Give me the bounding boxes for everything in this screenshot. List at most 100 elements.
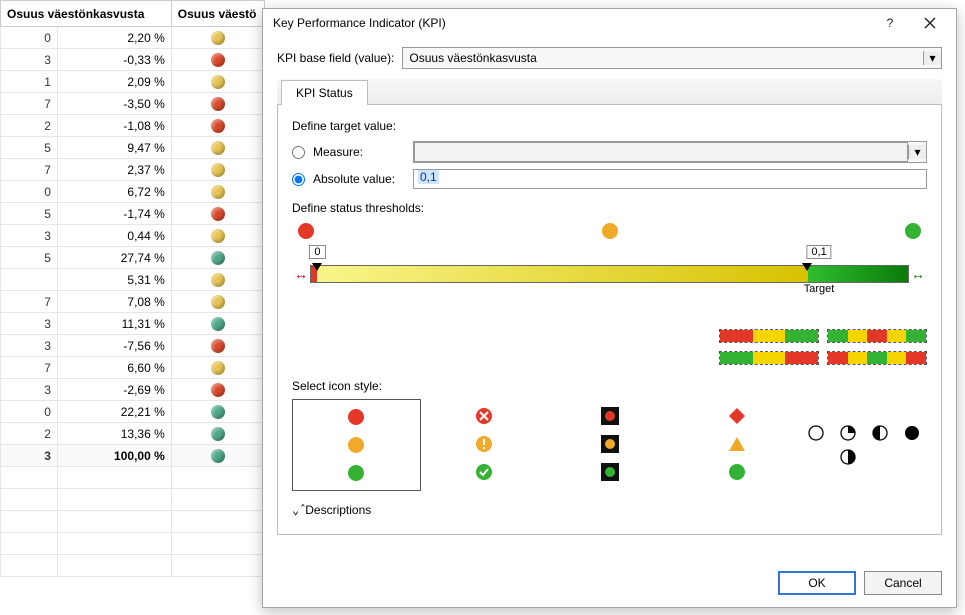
cell-pct[interactable]: 6,72 % <box>57 181 171 203</box>
table-row[interactable]: 2-1,08 % <box>1 115 265 137</box>
cell-a[interactable]: 7 <box>1 159 58 181</box>
cell-a[interactable]: 2 <box>1 115 58 137</box>
cancel-button[interactable]: Cancel <box>864 571 942 595</box>
table-row[interactable]: 213,36 % <box>1 423 265 445</box>
cell-pct[interactable]: 2,09 % <box>57 71 171 93</box>
cell-pct[interactable]: 22,21 % <box>57 401 171 423</box>
table-row[interactable]: 3-2,69 % <box>1 379 265 401</box>
cell-pct[interactable]: 7,08 % <box>57 291 171 313</box>
cell-pct[interactable]: 5,31 % <box>57 269 171 291</box>
cell-pct[interactable]: -3,50 % <box>57 93 171 115</box>
table-row[interactable]: 3-0,33 % <box>1 49 265 71</box>
cell-pct[interactable]: 6,60 % <box>57 357 171 379</box>
icon-style-shapes[interactable] <box>674 399 801 491</box>
cell-pct[interactable]: 100,00 % <box>57 445 171 467</box>
cell-pct[interactable]: 0,44 % <box>57 225 171 247</box>
table-row[interactable]: 30,44 % <box>1 225 265 247</box>
cell-pct[interactable]: 2,37 % <box>57 159 171 181</box>
close-button[interactable] <box>910 11 950 35</box>
cell-a[interactable]: 5 <box>1 247 58 269</box>
cell-a[interactable]: 3 <box>1 313 58 335</box>
cell-pct[interactable]: -1,74 % <box>57 203 171 225</box>
table-row[interactable] <box>1 511 265 533</box>
cell-pct[interactable]: -0,33 % <box>57 49 171 71</box>
table-row[interactable]: 77,08 % <box>1 291 265 313</box>
status-dot-icon <box>211 383 225 397</box>
cell-pct[interactable]: 2,20 % <box>57 27 171 49</box>
table-row[interactable]: 76,60 % <box>1 357 265 379</box>
cell-a[interactable]: 0 <box>1 181 58 203</box>
tab-kpi-status[interactable]: KPI Status <box>281 80 368 105</box>
slider-left-arrow-icon[interactable]: ↔ <box>292 266 310 282</box>
radio-absolute[interactable] <box>292 173 305 186</box>
table-row[interactable]: 12,09 % <box>1 71 265 93</box>
legend-red-icon <box>298 223 314 239</box>
cell-a[interactable] <box>1 269 58 291</box>
cell-pct[interactable]: -7,56 % <box>57 335 171 357</box>
threshold-bar[interactable] <box>310 265 909 283</box>
preset-strip[interactable] <box>827 351 927 365</box>
table-row[interactable]: 06,72 % <box>1 181 265 203</box>
absolute-input[interactable]: 0,1 <box>413 169 927 189</box>
threshold-marker-high[interactable] <box>802 263 812 271</box>
ok-button[interactable]: OK <box>778 571 856 595</box>
preset-strip[interactable] <box>719 329 819 343</box>
help-button[interactable]: ? <box>870 11 910 35</box>
table-row[interactable]: 527,74 % <box>1 247 265 269</box>
threshold-seg-yellow <box>317 266 808 282</box>
icon-style-pies[interactable] <box>800 399 927 491</box>
table-row[interactable]: 72,37 % <box>1 159 265 181</box>
cell-a[interactable]: 3 <box>1 379 58 401</box>
table-row[interactable]: 3100,00 % <box>1 445 265 467</box>
table-row[interactable]: 7-3,50 % <box>1 93 265 115</box>
cell-a[interactable]: 1 <box>1 71 58 93</box>
icon-style-traffic[interactable] <box>547 399 674 491</box>
base-field-combo[interactable]: Osuus väestönkasvusta ▾ <box>402 47 942 69</box>
status-dot-icon <box>211 339 225 353</box>
cell-a[interactable]: 7 <box>1 291 58 313</box>
cell-a[interactable]: 5 <box>1 137 58 159</box>
cell-a[interactable]: 0 <box>1 27 58 49</box>
cell-a[interactable]: 5 <box>1 203 58 225</box>
cell-a[interactable]: 7 <box>1 357 58 379</box>
preset-strip[interactable] <box>827 329 927 343</box>
icon-style-symbols[interactable] <box>421 399 548 491</box>
cell-a[interactable]: 7 <box>1 93 58 115</box>
table-row[interactable]: 02,20 % <box>1 27 265 49</box>
cell-a[interactable]: 3 <box>1 335 58 357</box>
cell-pct[interactable]: 11,31 % <box>57 313 171 335</box>
radio-measure[interactable] <box>292 146 305 159</box>
col-header-osuus[interactable]: Osuus väestönkasvusta <box>1 1 172 27</box>
cell-pct[interactable]: 27,74 % <box>57 247 171 269</box>
cell-pct[interactable]: 13,36 % <box>57 423 171 445</box>
cell-a[interactable]: 3 <box>1 225 58 247</box>
icon-style-grid <box>292 399 927 491</box>
descriptions-toggle[interactable]: ⌄̂ Descriptions <box>292 503 927 517</box>
table-row[interactable]: 59,47 % <box>1 137 265 159</box>
cell-a[interactable]: 3 <box>1 445 58 467</box>
preset-strip[interactable] <box>719 351 819 365</box>
status-dot-icon <box>211 141 225 155</box>
col-header-trunc[interactable]: Osuus väestö <box>171 1 264 27</box>
table-row[interactable]: 311,31 % <box>1 313 265 335</box>
table-row[interactable]: 022,21 % <box>1 401 265 423</box>
table-row[interactable] <box>1 533 265 555</box>
table-row[interactable] <box>1 555 265 577</box>
measure-combo[interactable]: ▾ <box>413 141 927 163</box>
table-row[interactable]: 5,31 % <box>1 269 265 291</box>
slider-right-arrow-icon[interactable]: ↔ <box>909 266 927 282</box>
status-dot-icon <box>211 97 225 111</box>
threshold-slider[interactable]: 0 0,1 ↔ ↔ Target <box>292 245 927 301</box>
table-row[interactable] <box>1 489 265 511</box>
table-row[interactable]: 3-7,56 % <box>1 335 265 357</box>
icon-style-circles[interactable] <box>292 399 421 491</box>
table-row[interactable]: 5-1,74 % <box>1 203 265 225</box>
cell-pct[interactable]: 9,47 % <box>57 137 171 159</box>
cell-a[interactable]: 0 <box>1 401 58 423</box>
cell-pct[interactable]: -2,69 % <box>57 379 171 401</box>
cell-a[interactable]: 3 <box>1 49 58 71</box>
cell-pct[interactable]: -1,08 % <box>57 115 171 137</box>
table-row[interactable] <box>1 467 265 489</box>
threshold-marker-low[interactable] <box>312 263 322 271</box>
cell-a[interactable]: 2 <box>1 423 58 445</box>
